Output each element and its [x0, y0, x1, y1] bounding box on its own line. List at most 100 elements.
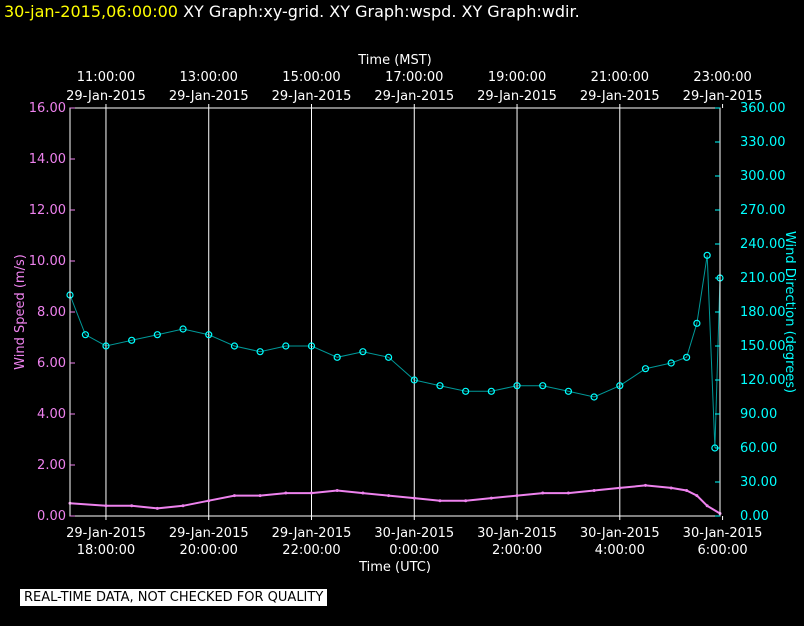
page-title: 30-jan-2015,06:00:00 XY Graph:xy-grid. X… [4, 2, 580, 21]
bottom-tick-date: 30-Jan-2015 [580, 526, 660, 541]
right-tick-label: 60.00 [740, 441, 777, 456]
wind-speed-point [592, 489, 596, 492]
top-tick-date: 29-Jan-2015 [477, 89, 557, 104]
top-tick-time: 17:00:00 [385, 70, 443, 85]
wind-direction-point [436, 382, 444, 390]
grid-layer [105, 108, 621, 516]
wind-speed-point [207, 499, 211, 503]
wind-speed-point [685, 489, 689, 492]
bottom-tick-date: 29-Jan-2015 [272, 526, 352, 541]
left-tick-label: 6.00 [37, 356, 66, 371]
bottom-tick-time: 18:00:00 [77, 543, 135, 558]
bottom-tick-date: 29-Jan-2015 [169, 526, 249, 541]
bottom-tick-time: 20:00:00 [180, 543, 238, 558]
wind-direction-point [81, 331, 90, 339]
left-tick-label: 14.00 [29, 152, 66, 167]
wind-speed-line [69, 484, 721, 515]
wind-speed-point [130, 504, 134, 508]
wind-speed-point [104, 504, 108, 508]
wind-speed-point [284, 491, 288, 495]
right-tick-label: 180.00 [740, 305, 786, 320]
wind-speed-point [232, 494, 236, 498]
top-tick-time: 15:00:00 [282, 70, 340, 85]
wind-speed-point [566, 491, 570, 495]
wind-speed-point [181, 504, 185, 508]
wind-direction-trace [69, 255, 721, 449]
wind-direction-point [230, 342, 239, 350]
wind-direction-point [179, 325, 187, 333]
right-tick-label: 270.00 [740, 203, 786, 218]
wind-direction-point [333, 353, 341, 361]
bottom-tick-date: 30-Jan-2015 [683, 526, 763, 541]
wind-speed-point [412, 496, 416, 500]
wind-speed-point [541, 491, 545, 495]
top-tick-date: 29-Jan-2015 [683, 89, 763, 104]
bottom-tick-time: 6:00:00 [698, 543, 748, 558]
top-tick-time: 13:00:00 [180, 70, 238, 85]
bottom-axis-title: Time (UTC) [358, 560, 431, 575]
left-tick-label: 10.00 [29, 254, 66, 269]
wind-direction-point [683, 353, 691, 361]
quality-notice: REAL-TIME DATA, NOT CHECKED FOR QUALITY [20, 589, 328, 606]
wind-speed-point [643, 483, 647, 487]
axis-layer: 29-Jan-2015 18:00:00 29-Jan-2015 20:00:00 29… [13, 53, 797, 575]
wind-direction-point [410, 376, 418, 384]
wind-speed-point [669, 486, 673, 490]
wind-speed-point [705, 504, 709, 508]
right-tick-label: 150.00 [740, 339, 786, 354]
left-tick-label: 4.00 [37, 407, 66, 422]
left-tick-label: 12.00 [29, 203, 66, 218]
wind-direction-point [359, 348, 367, 356]
wind-direction-point [128, 336, 136, 344]
wind-direction-point [616, 382, 624, 390]
wind-speed-point [258, 494, 262, 498]
bottom-tick-time: 4:00:00 [595, 543, 645, 558]
wind-direction-point [384, 353, 393, 361]
bottom-tick-date: 29-Jan-2015 [66, 526, 146, 541]
right-tick-label: 300.00 [740, 169, 786, 184]
wind-direction-point [153, 331, 161, 339]
top-tick-date: 29-Jan-2015 [580, 89, 660, 104]
right-tick-label: 210.00 [740, 271, 786, 286]
wind-speed-point [618, 486, 622, 490]
left-tick-label: 16.00 [29, 101, 66, 116]
wind-direction-point [703, 251, 711, 259]
wind-direction-point [307, 342, 316, 350]
series-layer [66, 251, 724, 515]
top-tick-date: 29-Jan-2015 [66, 89, 146, 104]
title-datetime: 30-jan-2015,06:00:00 [4, 2, 178, 21]
right-tick-label: 30.00 [740, 475, 777, 490]
wind-speed-point [310, 491, 314, 495]
wind-direction-point [256, 348, 264, 356]
wind-speed-point [438, 499, 442, 503]
wind-direction-point [564, 387, 573, 395]
wind-speed-point [695, 494, 699, 498]
wind-speed-point [387, 494, 391, 498]
left-tick-label: 2.00 [37, 458, 66, 473]
wind-direction-point [462, 387, 470, 395]
plot-frame [69, 107, 721, 517]
top-tick-time: 23:00:00 [693, 70, 751, 85]
right-tick-label: 360.00 [740, 101, 786, 116]
right-tick-label: 240.00 [740, 237, 786, 252]
right-tick-label: 90.00 [740, 407, 777, 422]
right-tick-label: 330.00 [740, 135, 786, 150]
wind-speed-point [335, 489, 339, 492]
wind-direction-point [282, 342, 290, 350]
top-axis-title: Time (MST) [357, 53, 432, 68]
bottom-tick-date: 30-Jan-2015 [374, 526, 454, 541]
wind-speed-point [515, 494, 519, 498]
wind-direction-point [539, 382, 547, 390]
wind-direction-point [693, 319, 701, 327]
bottom-tick-time: 2:00:00 [492, 543, 542, 558]
wind-speed-point [361, 491, 365, 495]
left-axis-title: Wind Speed (m/s) [13, 254, 28, 370]
right-tick-label: 120.00 [740, 373, 786, 388]
bottom-tick-time: 0:00:00 [389, 543, 439, 558]
wind-direction-point [205, 331, 213, 339]
bottom-tick-time: 22:00:00 [282, 543, 340, 558]
top-tick-time: 19:00:00 [488, 70, 546, 85]
top-tick-time: 21:00:00 [591, 70, 649, 85]
wind-direction-point [513, 382, 521, 390]
